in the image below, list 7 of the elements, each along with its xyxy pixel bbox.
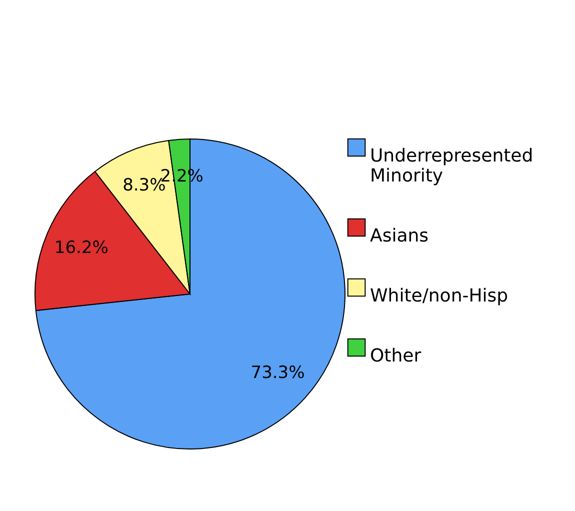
- pie-slice: [35, 138, 346, 450]
- data-label: 16.2%: [54, 238, 108, 258]
- legend-label: Underrepresented Minority: [370, 146, 534, 186]
- data-label: 73.3%: [250, 362, 305, 383]
- legend-label: Asians: [370, 226, 429, 246]
- legend-label: White/non-Hisp: [370, 286, 508, 306]
- legend-label: Other: [370, 346, 422, 366]
